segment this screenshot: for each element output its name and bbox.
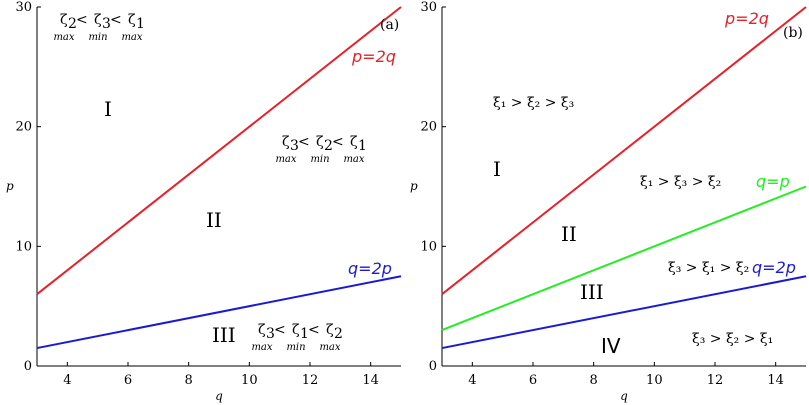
zeta-subscript: min xyxy=(88,32,107,43)
zeta-index: 1 xyxy=(358,138,367,154)
zeta-symbol: ζ xyxy=(326,322,334,338)
ineq-operator: < xyxy=(76,12,88,28)
panel-a-series xyxy=(36,6,402,350)
zeta-subscript: max xyxy=(53,32,74,43)
zeta-subscript: max xyxy=(275,154,296,165)
panel-b-ineq-III: ξ₃ > ξ₁ > ξ₂ xyxy=(668,260,749,276)
series-line-p=2q xyxy=(441,6,807,295)
x-tick-label: 14 xyxy=(767,373,784,388)
zeta-index: 2 xyxy=(334,326,343,342)
panel-b-ineq-IV: ξ₃ > ξ₂ > ξ₁ xyxy=(692,331,773,347)
zeta-symbol: ζ xyxy=(258,322,266,338)
zeta-subscript: min xyxy=(310,154,329,165)
x-tick-label: 10 xyxy=(241,373,258,388)
x-tick-label: 8 xyxy=(590,373,598,388)
x-tick-label: 12 xyxy=(707,373,724,388)
panel-b-label-qp: q=p xyxy=(756,172,790,191)
series-line-q=p xyxy=(441,185,807,332)
panel-b-ylabel: p xyxy=(410,179,418,193)
zeta-subscript: min xyxy=(286,342,305,353)
zeta-index: 1 xyxy=(300,326,309,342)
ineq-operator: < xyxy=(332,134,344,150)
zeta-subscript: max xyxy=(251,342,272,353)
panel-b-series xyxy=(441,6,807,350)
panel-b-region-II: II xyxy=(561,222,577,246)
panel-b-region-III: III xyxy=(580,280,604,304)
zeta-index: 2 xyxy=(324,138,333,154)
x-tick-label: 4 xyxy=(468,373,476,388)
series-line-q=2p xyxy=(441,275,807,350)
x-tick-label: 8 xyxy=(185,373,193,388)
panel-b-ticks: 4 6 8 10 12 14 0 10 20 30 xyxy=(420,0,783,388)
ineq-operator: < xyxy=(110,12,122,28)
zeta-symbol: ζ xyxy=(350,134,358,150)
zeta-symbol: ζ xyxy=(94,12,102,28)
y-tick-label: 10 xyxy=(15,239,32,254)
panel-a-region-II: II xyxy=(206,208,222,232)
panel-b-xlabel: q xyxy=(620,389,628,403)
zeta-index: 3 xyxy=(266,326,275,342)
zeta-symbol: ζ xyxy=(128,12,136,28)
zeta-index: 2 xyxy=(68,16,77,32)
panel-a-region-I: I xyxy=(104,97,112,121)
x-tick-label: 4 xyxy=(63,373,71,388)
panel-b-region-I: I xyxy=(493,157,501,181)
panel-a-label: (a) xyxy=(380,17,399,33)
y-tick-label: 10 xyxy=(420,239,437,254)
y-tick-label: 20 xyxy=(15,120,32,135)
series-line-q=2p xyxy=(36,275,402,350)
panel-a-label-q2p: q=2p xyxy=(348,259,392,278)
zeta-symbol: ζ xyxy=(60,12,68,28)
zeta-subscript: max xyxy=(121,32,142,43)
x-tick-label: 10 xyxy=(646,373,663,388)
panel-a-region-III: III xyxy=(212,323,236,347)
x-tick-label: 6 xyxy=(529,373,537,388)
panel-b-ineq-II: ξ₁ > ξ₃ > ξ₂ xyxy=(640,174,721,190)
zeta-subscript: max xyxy=(319,342,340,353)
y-tick-label: 0 xyxy=(429,359,437,374)
y-tick-label: 20 xyxy=(420,120,437,135)
x-tick-label: 6 xyxy=(124,373,132,388)
zeta-index: 1 xyxy=(136,16,145,32)
panel-b: 4 6 8 10 12 14 0 10 20 30 q p (b) p=2q q=p q=2p I… xyxy=(410,0,807,403)
y-tick-label: 30 xyxy=(15,0,32,15)
x-tick-label: 12 xyxy=(302,373,319,388)
zeta-symbol: ζ xyxy=(292,322,300,338)
ineq-operator: < xyxy=(298,134,310,150)
zeta-subscript: max xyxy=(343,154,364,165)
panel-a-ylabel: p xyxy=(6,179,14,193)
zeta-symbol: ζ xyxy=(282,134,290,150)
series-line-p=2q xyxy=(36,6,402,295)
panel-b-region-IV: IV xyxy=(601,334,621,358)
panel-b-label: (b) xyxy=(783,25,803,41)
panel-a-xlabel: q xyxy=(215,389,223,403)
y-tick-label: 0 xyxy=(24,359,32,374)
panel-a-label-p2q: p=2q xyxy=(351,47,396,66)
y-tick-label: 30 xyxy=(420,0,437,15)
ineq-operator: < xyxy=(308,322,320,338)
zeta-symbol: ζ xyxy=(316,134,324,150)
zeta-index: 3 xyxy=(290,138,299,154)
panel-b-ineq-I: ξ₁ > ξ₂ > ξ₃ xyxy=(493,95,574,111)
x-tick-label: 14 xyxy=(362,373,379,388)
panel-b-label-q2p: q=2p xyxy=(752,258,796,277)
panel-b-label-p2q: p=2q xyxy=(724,9,769,28)
zeta-index: 3 xyxy=(102,16,111,32)
ineq-operator: < xyxy=(274,322,286,338)
